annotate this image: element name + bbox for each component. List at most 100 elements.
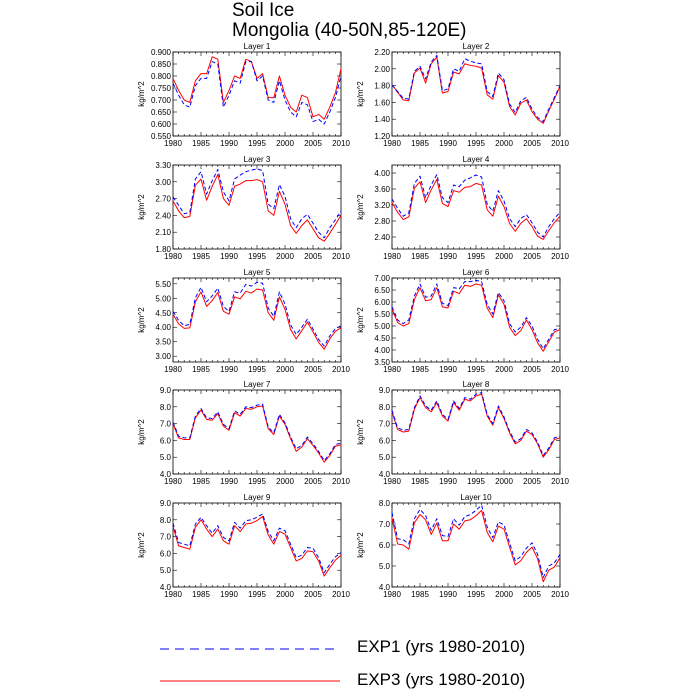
panel-title: Layer 3 bbox=[244, 155, 271, 164]
y-tick-label: 3.20 bbox=[374, 201, 390, 210]
x-tick-label: 1980 bbox=[383, 139, 401, 148]
plot-frame bbox=[391, 164, 561, 250]
y-tick-label: 0.700 bbox=[151, 96, 172, 105]
x-tick-label: 2010 bbox=[551, 365, 569, 374]
series-line-exp1 bbox=[391, 504, 561, 579]
y-tick-label: 2.80 bbox=[374, 217, 390, 226]
y-tick-label: 3.60 bbox=[374, 185, 390, 194]
series-line-exp3 bbox=[172, 56, 342, 120]
y-tick-label: 4.0 bbox=[379, 583, 391, 592]
series-line-exp1 bbox=[391, 279, 561, 350]
x-tick-label: 1980 bbox=[383, 590, 401, 599]
y-tick-label: 4.00 bbox=[155, 323, 171, 332]
series-line-exp1 bbox=[172, 168, 342, 239]
x-tick-label: 2005 bbox=[304, 139, 322, 148]
plot-frame bbox=[172, 502, 342, 588]
series-line-exp3 bbox=[391, 283, 561, 352]
y-axis-label: kg/m^2 bbox=[137, 307, 146, 333]
plot-frame bbox=[172, 277, 342, 363]
panel-title: Layer 5 bbox=[244, 268, 271, 277]
panel-layer-8: Layer 8 kg/m^2 1980 1985 1990 1995 2000 2005 201… bbox=[356, 380, 569, 486]
x-tick-label: 2010 bbox=[332, 139, 350, 148]
series-line-exp1 bbox=[172, 61, 342, 125]
y-tick-label: 8.0 bbox=[379, 499, 391, 508]
y-tick-label: 1.20 bbox=[374, 132, 390, 141]
y-tick-label: 7.0 bbox=[379, 420, 391, 429]
x-tick-label: 1985 bbox=[411, 139, 429, 148]
panel-title: Layer 8 bbox=[463, 380, 490, 389]
figure-title: Soil Ice bbox=[232, 0, 295, 21]
y-tick-label: 3.50 bbox=[155, 338, 171, 347]
x-tick-label: 1995 bbox=[248, 139, 266, 148]
y-axis-label: kg/m^2 bbox=[137, 532, 146, 558]
y-tick-label: 0.550 bbox=[151, 132, 172, 141]
x-tick-label: 1990 bbox=[439, 139, 457, 148]
series-line-exp1 bbox=[172, 281, 342, 347]
x-tick-label: 1985 bbox=[411, 590, 429, 599]
x-tick-label: 2005 bbox=[523, 590, 541, 599]
y-tick-label: 1.60 bbox=[374, 98, 390, 107]
y-tick-label: 9.0 bbox=[160, 386, 172, 395]
y-tick-label: 4.0 bbox=[160, 470, 172, 479]
x-tick-label: 1985 bbox=[411, 365, 429, 374]
x-tick-label: 2000 bbox=[495, 252, 513, 261]
y-tick-label: 3.50 bbox=[374, 358, 390, 367]
x-tick-label: 1995 bbox=[248, 252, 266, 261]
y-tick-label: 7.0 bbox=[160, 420, 172, 429]
x-tick-label: 1985 bbox=[192, 252, 210, 261]
x-tick-label: 2010 bbox=[332, 252, 350, 261]
panel-title: Layer 6 bbox=[463, 268, 490, 277]
x-tick-label: 2005 bbox=[523, 139, 541, 148]
y-tick-label: 5.50 bbox=[374, 310, 390, 319]
x-tick-label: 1985 bbox=[411, 477, 429, 486]
y-tick-label: 3.00 bbox=[155, 352, 171, 361]
y-tick-label: 5.0 bbox=[379, 562, 391, 571]
panel-layer-10: Layer 10 kg/m^2 1980 1985 1990 1995 2000 2005 20… bbox=[356, 493, 569, 599]
y-tick-label: 2.40 bbox=[155, 211, 171, 220]
y-tick-label: 0.900 bbox=[151, 48, 172, 57]
y-tick-label: 0.600 bbox=[151, 120, 172, 129]
plot-frame bbox=[391, 277, 561, 363]
panel-layer-5: Layer 5 kg/m^2 1980 1985 1990 1995 2000 2005 201… bbox=[137, 268, 350, 374]
x-tick-label: 1990 bbox=[220, 252, 238, 261]
panel-layer-4: Layer 4 kg/m^2 1980 1985 1990 1995 2000 2005 201… bbox=[356, 155, 569, 261]
y-tick-label: 2.00 bbox=[374, 65, 390, 74]
x-tick-label: 2000 bbox=[495, 365, 513, 374]
y-tick-label: 5.0 bbox=[160, 566, 172, 575]
series-line-exp3 bbox=[391, 178, 561, 240]
x-tick-label: 1995 bbox=[467, 252, 485, 261]
y-axis-label: kg/m^2 bbox=[137, 194, 146, 220]
y-tick-label: 4.0 bbox=[379, 470, 391, 479]
series-line-exp1 bbox=[172, 403, 342, 462]
legend bbox=[160, 648, 340, 682]
x-tick-label: 2000 bbox=[276, 139, 294, 148]
panel-title: Layer 7 bbox=[244, 380, 271, 389]
y-tick-label: 4.0 bbox=[160, 583, 172, 592]
x-tick-label: 1990 bbox=[439, 477, 457, 486]
panel-layer-7: Layer 7 kg/m^2 1980 1985 1990 1995 2000 2005 201… bbox=[137, 380, 350, 486]
y-tick-label: 6.50 bbox=[374, 286, 390, 295]
x-tick-label: 1980 bbox=[164, 139, 182, 148]
x-tick-label: 1985 bbox=[192, 139, 210, 148]
x-tick-label: 2005 bbox=[304, 252, 322, 261]
x-tick-label: 2005 bbox=[523, 365, 541, 374]
x-tick-label: 2000 bbox=[276, 252, 294, 261]
y-axis-label: kg/m^2 bbox=[137, 419, 146, 445]
plot-frame bbox=[172, 389, 342, 475]
y-tick-label: 6.0 bbox=[379, 436, 391, 445]
y-tick-label: 1.80 bbox=[155, 245, 171, 254]
y-tick-label: 1.80 bbox=[374, 82, 390, 91]
series-line-exp3 bbox=[391, 393, 561, 458]
x-tick-label: 2000 bbox=[495, 590, 513, 599]
x-tick-label: 1995 bbox=[248, 365, 266, 374]
panel-title: Layer 4 bbox=[463, 155, 490, 164]
panel-title: Layer 2 bbox=[463, 42, 490, 51]
x-tick-label: 1985 bbox=[192, 477, 210, 486]
x-tick-label: 1990 bbox=[439, 590, 457, 599]
y-tick-label: 5.50 bbox=[155, 280, 171, 289]
y-tick-label: 8.0 bbox=[160, 403, 172, 412]
series-line-exp3 bbox=[391, 56, 561, 124]
x-tick-label: 1995 bbox=[248, 477, 266, 486]
y-tick-label: 9.0 bbox=[160, 499, 172, 508]
